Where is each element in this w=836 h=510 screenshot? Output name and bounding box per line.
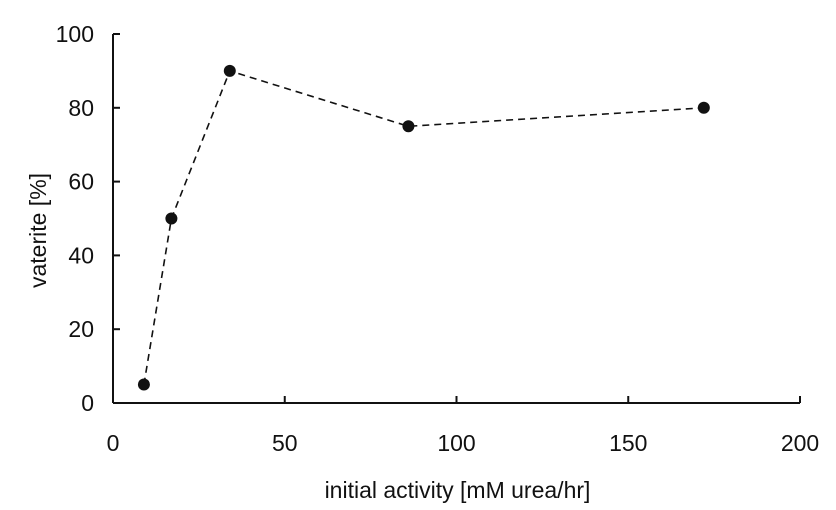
y-ticks: 0 20 40 60 80 100 [56,21,120,416]
series [137,64,710,391]
data-point [697,101,710,114]
y-tick-label: 40 [68,242,94,268]
y-axis-title: vaterite [%] [25,173,51,288]
y-tick-label: 60 [68,169,94,195]
series-line [143,69,704,385]
x-tick-label: 0 [107,430,120,456]
data-point [165,212,178,225]
x-tick-label: 100 [437,430,475,456]
data-point [402,120,415,133]
x-tick-label: 200 [781,430,819,456]
y-tick-label: 100 [56,21,94,47]
x-axis-title: initial activity [mM urea/hr] [325,477,591,503]
data-point [223,64,236,77]
axes [112,34,800,404]
y-tick-label: 80 [68,95,94,121]
data-point [137,378,150,391]
x-ticks: 0 50 100 150 200 [107,396,819,456]
x-tick-label: 150 [609,430,647,456]
series-points [137,64,710,391]
y-tick-label: 0 [81,390,94,416]
y-tick-label: 20 [68,316,94,342]
x-tick-label: 50 [272,430,298,456]
